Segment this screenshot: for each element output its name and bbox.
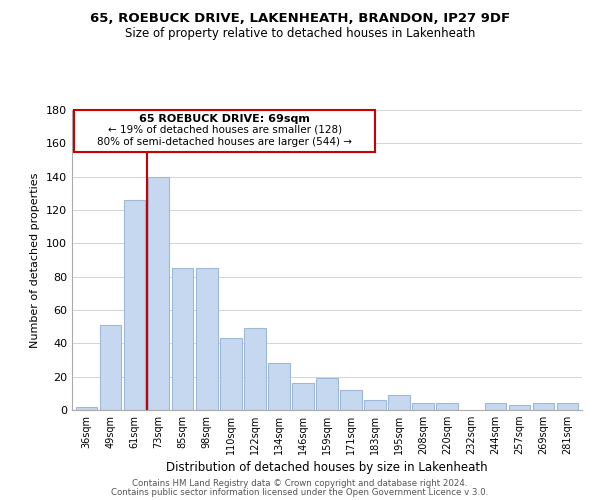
- X-axis label: Distribution of detached houses by size in Lakenheath: Distribution of detached houses by size …: [166, 462, 488, 474]
- Bar: [533, 404, 554, 410]
- Bar: [292, 384, 314, 410]
- Text: ← 19% of detached houses are smaller (128): ← 19% of detached houses are smaller (12…: [107, 125, 342, 135]
- Bar: [220, 338, 242, 410]
- Bar: [124, 200, 145, 410]
- Bar: [196, 268, 218, 410]
- Bar: [76, 406, 97, 410]
- Text: Size of property relative to detached houses in Lakenheath: Size of property relative to detached ho…: [125, 28, 475, 40]
- Bar: [244, 328, 266, 410]
- Text: Contains HM Land Registry data © Crown copyright and database right 2024.: Contains HM Land Registry data © Crown c…: [132, 478, 468, 488]
- Bar: [485, 404, 506, 410]
- Bar: [172, 268, 193, 410]
- Bar: [388, 395, 410, 410]
- Bar: [340, 390, 362, 410]
- Bar: [148, 176, 169, 410]
- Bar: [268, 364, 290, 410]
- FancyBboxPatch shape: [74, 110, 375, 152]
- Text: 80% of semi-detached houses are larger (544) →: 80% of semi-detached houses are larger (…: [97, 136, 352, 146]
- Bar: [436, 404, 458, 410]
- Text: 65, ROEBUCK DRIVE, LAKENHEATH, BRANDON, IP27 9DF: 65, ROEBUCK DRIVE, LAKENHEATH, BRANDON, …: [90, 12, 510, 26]
- Bar: [557, 404, 578, 410]
- Bar: [316, 378, 338, 410]
- Bar: [509, 405, 530, 410]
- Text: 65 ROEBUCK DRIVE: 69sqm: 65 ROEBUCK DRIVE: 69sqm: [139, 114, 310, 124]
- Text: Contains public sector information licensed under the Open Government Licence v : Contains public sector information licen…: [112, 488, 488, 497]
- Bar: [100, 325, 121, 410]
- Y-axis label: Number of detached properties: Number of detached properties: [31, 172, 40, 348]
- Bar: [364, 400, 386, 410]
- Bar: [412, 404, 434, 410]
